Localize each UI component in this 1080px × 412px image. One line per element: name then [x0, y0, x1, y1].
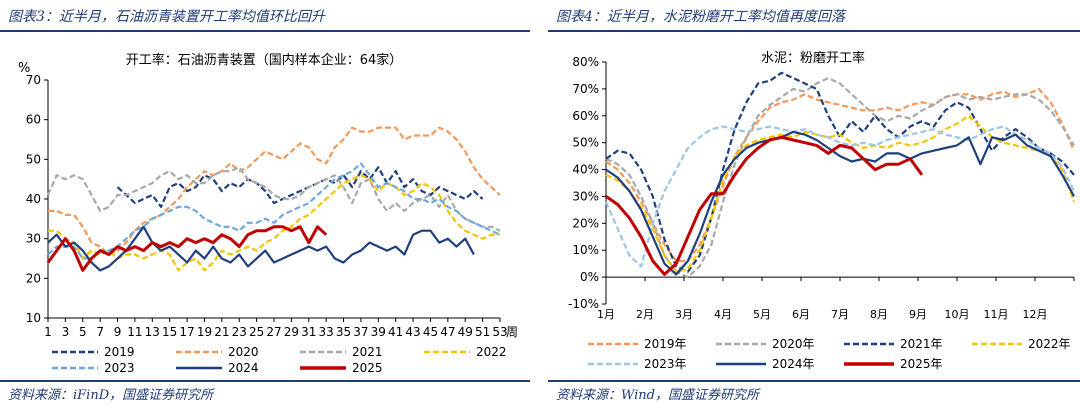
legend-label-2019: 2019	[104, 345, 135, 359]
x-tick-label: 10月	[945, 308, 970, 321]
x-tick-label: 51	[475, 325, 490, 339]
x-tick-label: 3	[62, 325, 70, 339]
series-line-2019年	[605, 87, 1076, 263]
right-title-rule	[548, 30, 1080, 32]
y-tick-label: 80%	[572, 55, 599, 69]
x-tick-label: 31	[301, 325, 316, 339]
x-tick-label: 33	[319, 325, 334, 339]
y-tick-label: 60%	[572, 109, 599, 123]
left-panel-source: 资料来源：iFinD，国盛证券研究所	[8, 388, 214, 403]
series-line-2024年	[605, 130, 1075, 276]
chart-title: 水泥：粉磨开工率	[761, 50, 865, 66]
x-tick-label: 4月	[714, 308, 732, 321]
legend-label-2019年: 2019年	[644, 337, 687, 351]
series-line-2024	[47, 225, 475, 272]
y-tick-label: 30	[26, 232, 41, 246]
series-line-2020	[48, 126, 501, 256]
legend-label-2025年: 2025年	[900, 357, 943, 371]
series-line-2023年	[604, 125, 1075, 268]
legend-label-2023年: 2023年	[644, 357, 687, 371]
y-tick-label: 30%	[572, 189, 599, 203]
x-tick-label: 12月	[1023, 308, 1048, 321]
left-panel-title: 图表3：近半月，石油沥青装置开工率均值环比回升	[8, 9, 325, 25]
y-tick-label: -10%	[568, 297, 599, 311]
y-tick-label: 10%	[572, 243, 599, 257]
x-tick-label: 17	[179, 325, 194, 339]
x-tick-label: 19	[197, 325, 212, 339]
x-tick-label: 9月	[909, 308, 927, 321]
x-tick-label: 25	[249, 325, 264, 339]
legend-label-2022年: 2022年	[1028, 337, 1071, 351]
x-tick-label: 45	[423, 325, 438, 339]
x-tick-label: 6月	[792, 308, 810, 321]
series-line-2019	[116, 166, 484, 208]
x-tick-label: 7	[96, 325, 104, 339]
y-tick-label: 40	[26, 192, 41, 206]
y-tick-label: 20	[26, 271, 41, 285]
x-tick-label: 15	[162, 325, 177, 339]
y-tick-label: 10	[26, 311, 41, 325]
x-tick-label: 11	[127, 325, 142, 339]
x-tick-label: 35	[336, 325, 351, 339]
y-tick-label: 50	[26, 152, 41, 166]
series-line-2025	[46, 225, 328, 272]
y-axis-label: %	[18, 61, 30, 76]
chart-title: 开工率：石油沥青装置（国内样本企业：64家）	[126, 52, 403, 68]
right-panel-source: 资料来源：Wind，国盛证券研究所	[556, 388, 759, 403]
x-tick-label: 39	[371, 325, 386, 339]
series-line-2021年	[605, 71, 1075, 273]
x-tick-label: 1	[44, 325, 52, 339]
legend-label-2022: 2022	[476, 345, 507, 359]
y-tick-label: 70%	[572, 82, 599, 96]
x-tick-label: 11月	[984, 308, 1009, 321]
x-tick-label: 23	[232, 325, 247, 339]
x-tick-label: 13	[145, 325, 160, 339]
x-tick-label: 43	[405, 325, 420, 339]
series-line-2020年	[605, 76, 1075, 279]
x-tick-label: 21	[214, 325, 229, 339]
y-tick-label: 20%	[572, 216, 599, 230]
legend-label-2020年: 2020年	[772, 337, 815, 351]
left-source-rule	[0, 380, 530, 382]
x-tick-label: 37	[353, 325, 368, 339]
legend-label-2021: 2021	[352, 345, 383, 359]
legend-label-2021年: 2021年	[900, 337, 943, 351]
x-tick-label: 49	[458, 325, 473, 339]
y-tick-label: 40%	[572, 163, 599, 177]
x-tick-label: 5	[79, 325, 87, 339]
x-tick-label: 29	[284, 325, 299, 339]
left-title-rule	[0, 30, 530, 32]
y-tick-label: 60	[26, 113, 41, 127]
x-tick-label: 3月	[675, 308, 693, 321]
legend-label-2025: 2025	[352, 361, 383, 375]
left-chart-panel: 图表3：近半月，石油沥青装置开工率均值环比回升 开工率：石油沥青装置（国内样本企…	[0, 0, 530, 412]
x-tick-label: 41	[388, 325, 403, 339]
x-tick-label: 1月	[597, 308, 615, 321]
x-tick-label: 9	[114, 325, 122, 339]
x-axis-unit-label: 周	[506, 325, 518, 339]
legend-label-2023: 2023	[104, 361, 135, 375]
right-panel-title: 图表4：近半月，水泥粉磨开工率均值再度回落	[556, 9, 845, 25]
legend-label-2020: 2020	[228, 345, 259, 359]
legend-label-2024: 2024	[228, 361, 259, 375]
y-tick-label: 50%	[572, 136, 599, 150]
x-tick-label: 2月	[636, 308, 654, 321]
series-line-2022	[48, 174, 500, 272]
legend-label-2024年: 2024年	[772, 357, 815, 371]
right-chart-panel: 图表4：近半月，水泥粉磨开工率均值再度回落 水泥：粉磨开工率 -10% 0% 10% 2…	[548, 0, 1080, 412]
right-source-rule	[548, 380, 1080, 382]
y-tick-label: 0%	[580, 270, 599, 284]
series-line-2021	[46, 166, 501, 232]
x-tick-label: 7月	[831, 308, 849, 321]
x-tick-label: 53	[492, 325, 507, 339]
series-line-2023	[47, 162, 501, 260]
series-line-2025年	[605, 135, 924, 276]
x-tick-label: 47	[440, 325, 455, 339]
x-tick-label: 5月	[753, 308, 771, 321]
x-tick-label: 27	[266, 325, 281, 339]
y-tick-label: 70	[26, 73, 41, 87]
x-tick-label: 8月	[870, 308, 888, 321]
right-chart-svg: 水泥：粉磨开工率 -10% 0% 10% 20% 30% 40% 50% 60% 70% 80% 1月…	[568, 50, 1076, 371]
